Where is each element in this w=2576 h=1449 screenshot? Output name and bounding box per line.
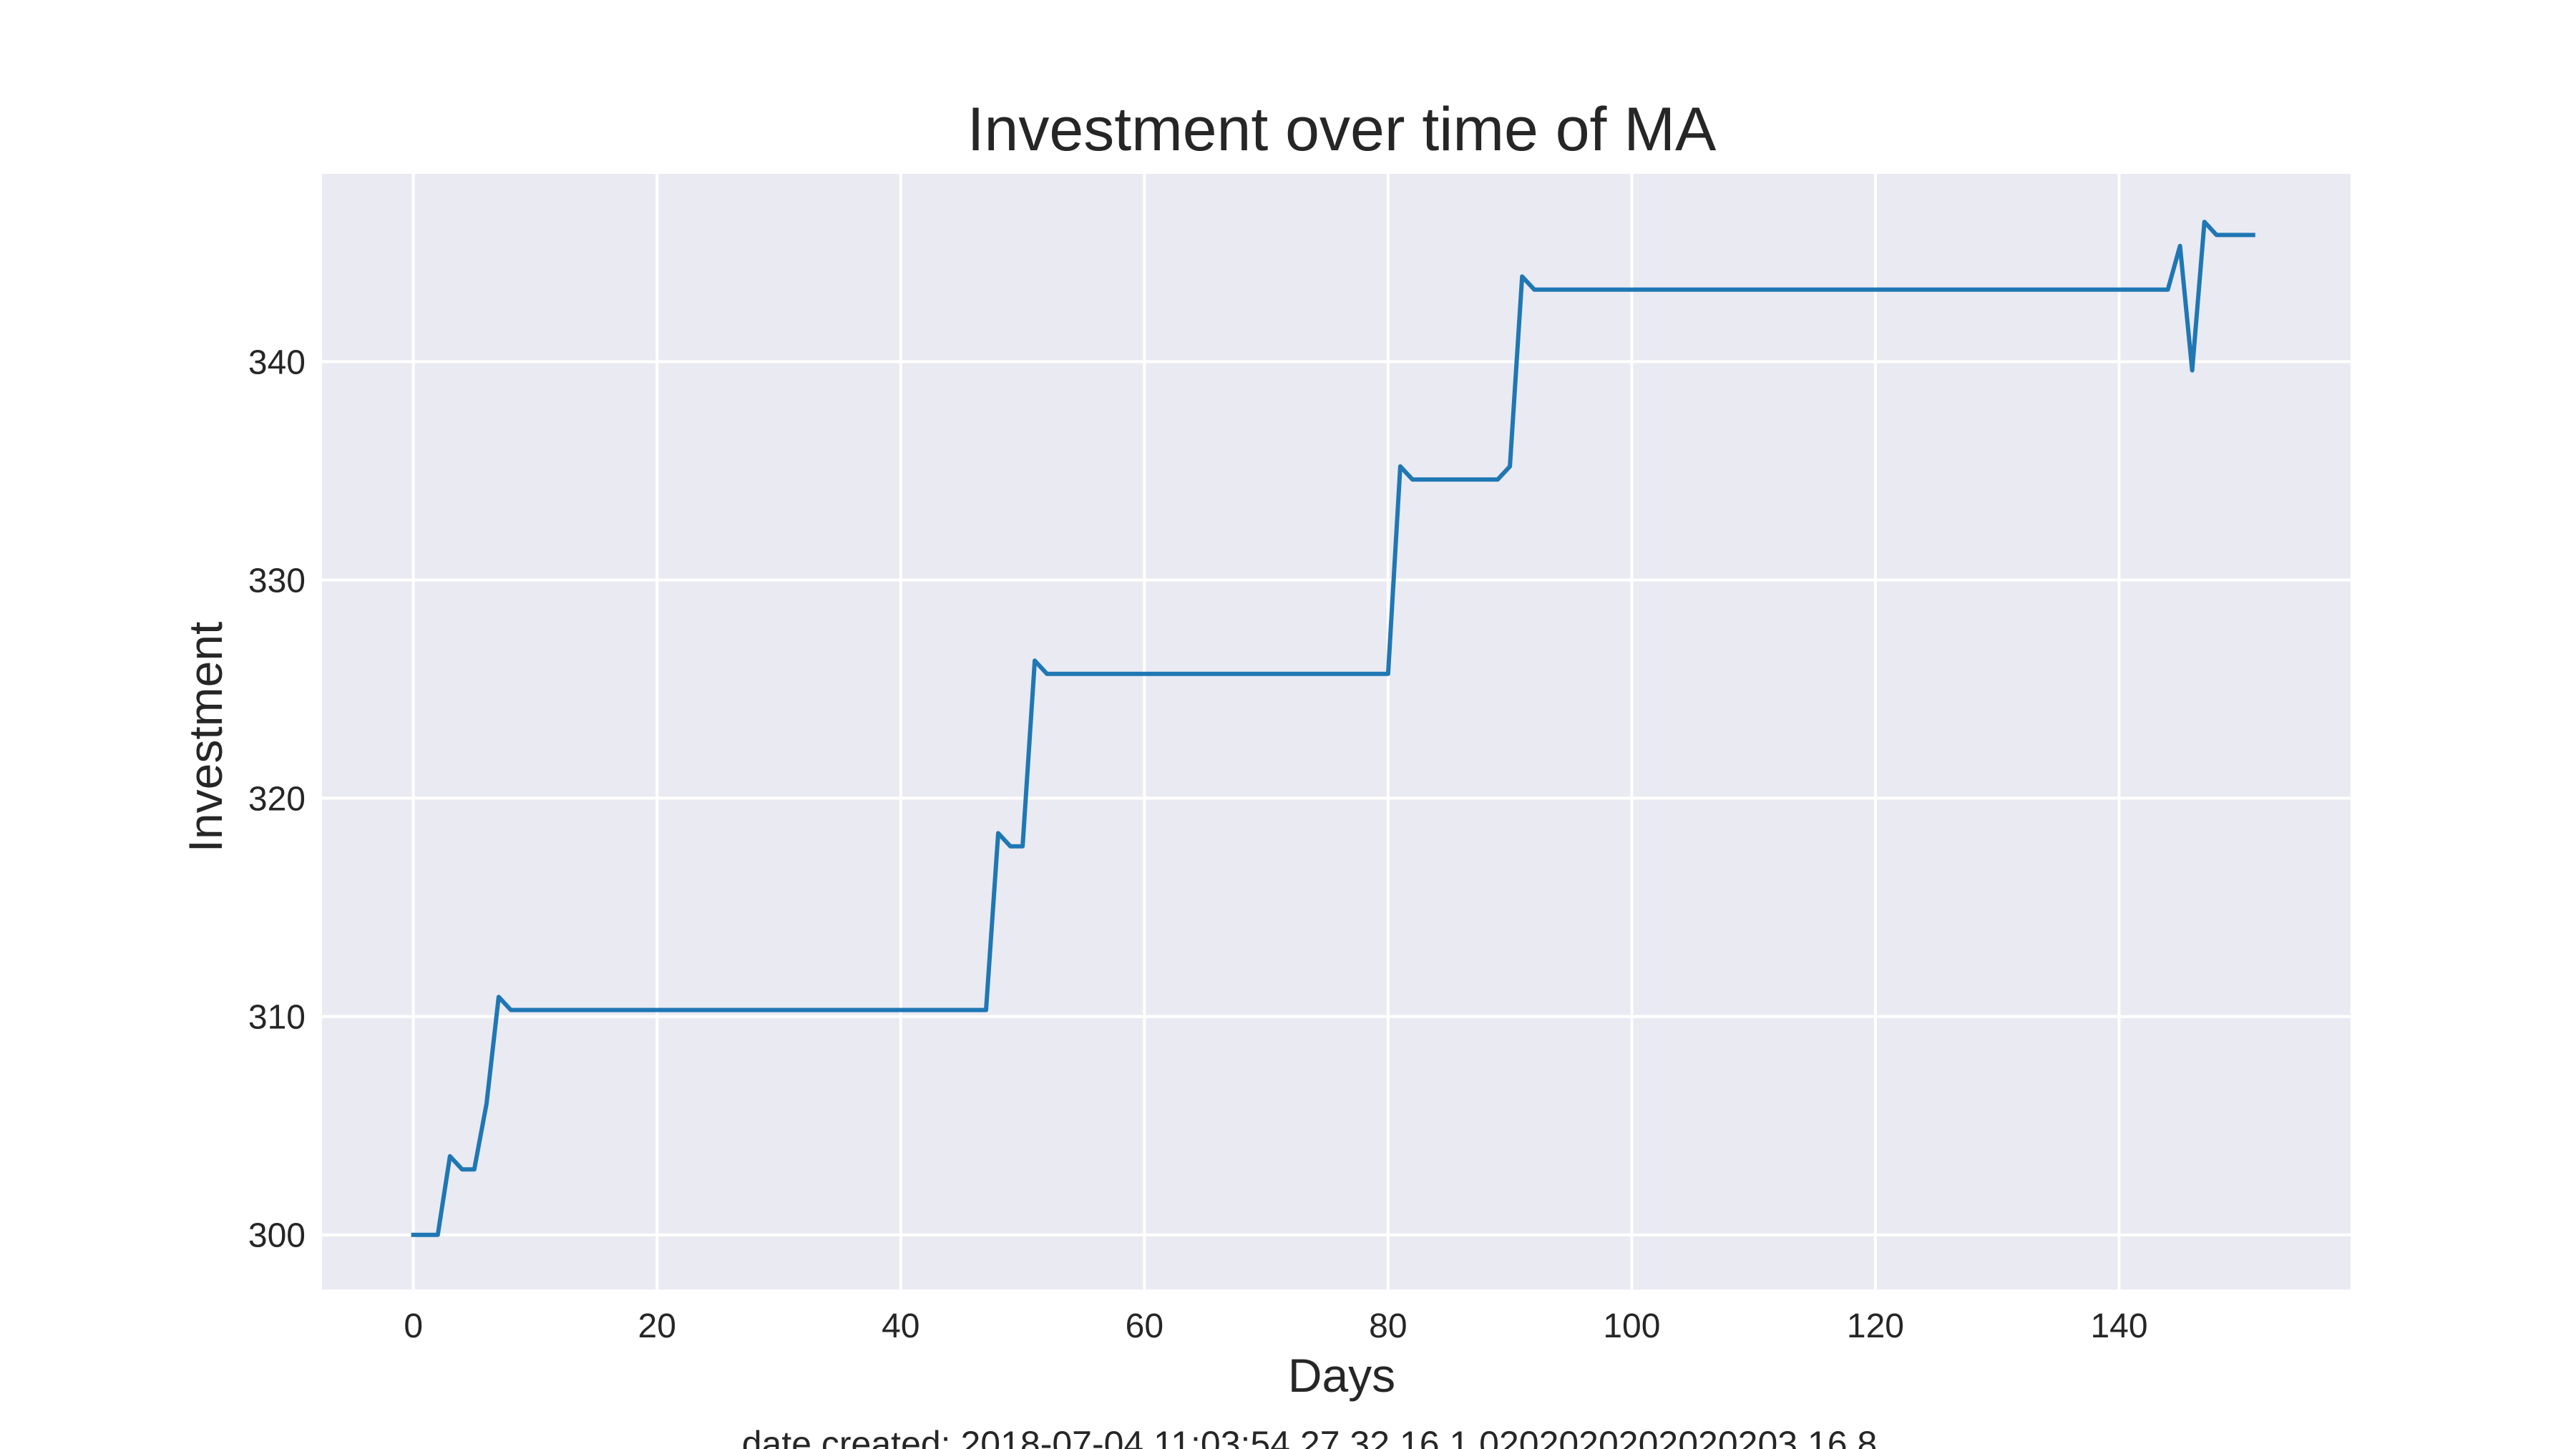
x-tick-label: 140 [2090,1307,2147,1345]
x-tick-label: 100 [1603,1307,1660,1345]
y-tick-label: 300 [248,1217,306,1255]
grid-layer [322,174,2351,1289]
y-tick-label: 310 [248,999,306,1037]
series-line-investment [411,220,2255,1237]
x-tick-label: 60 [1126,1307,1163,1345]
x-tick-label: 20 [638,1307,676,1345]
y-axis-label: Investment [179,622,232,853]
y-tick-label: 340 [248,343,306,381]
line-layer [411,220,2255,1237]
plot-background [322,174,2351,1289]
x-tick-label: 120 [1847,1307,1904,1345]
x-tick-label: 0 [404,1307,423,1345]
tick-layer: 0 20 40 60 80 100 120 140 300 310 320 330 340 [248,343,2148,1345]
chart-title: Investment over time of MA [967,95,1717,164]
x-tick-label: 80 [1369,1307,1407,1345]
x-axis-label: Days [1288,1349,1395,1402]
y-tick-label: 320 [248,781,306,819]
date-created-footer: date created: 2018-07-04 11:03:54 27 32 … [742,1424,1878,1449]
y-tick-label: 330 [248,562,306,600]
x-tick-label: 40 [882,1307,919,1345]
